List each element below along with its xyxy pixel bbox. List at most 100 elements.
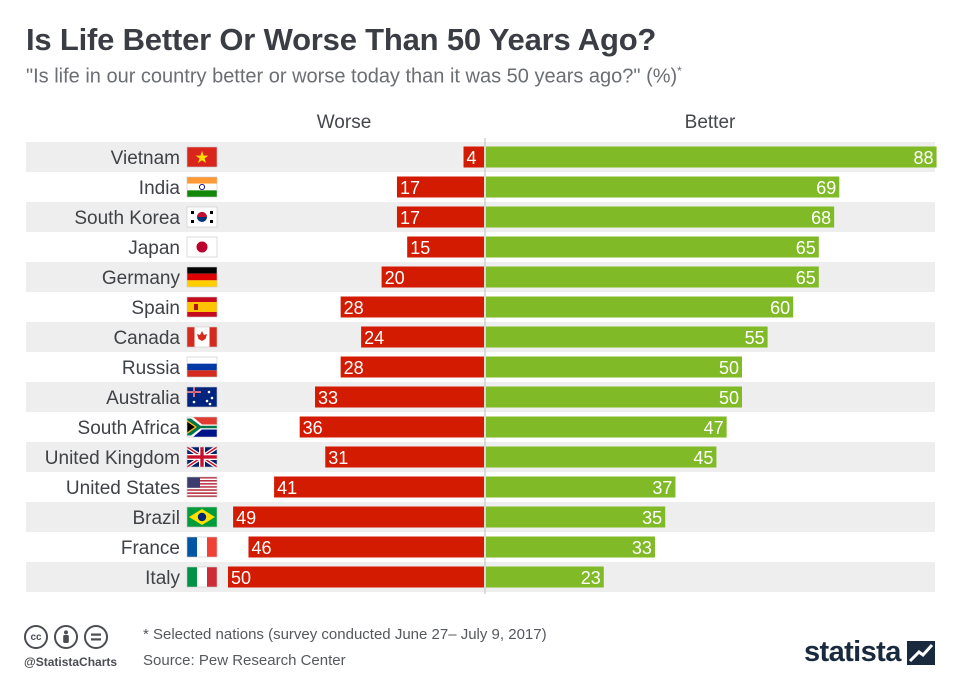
- statista-charts-handle: @StatistaCharts: [24, 655, 118, 669]
- bar-better: [486, 416, 727, 438]
- statista-logo-icon: [906, 640, 935, 665]
- flag-cross: [193, 387, 195, 397]
- flag-canada-icon: [186, 326, 218, 348]
- flag-stripe: [187, 357, 217, 364]
- flag-pall: [187, 418, 217, 436]
- flag-stripe: [187, 302, 217, 312]
- category-label: India: [139, 178, 181, 199]
- legend-worse: Worse: [317, 112, 372, 133]
- flag-star: [210, 396, 214, 400]
- flag-border: [186, 326, 218, 348]
- source-note: Source: Pew Research Center: [143, 652, 346, 669]
- data-label-better: 50: [719, 388, 739, 408]
- flag-stripe: [187, 477, 217, 479]
- legend-better: Better: [685, 112, 736, 133]
- flag-border: [186, 506, 218, 528]
- data-label-worse: 49: [236, 508, 256, 528]
- bar-worse: [325, 446, 484, 468]
- flag-stripe: [187, 484, 217, 487]
- category-label: Germany: [102, 268, 181, 289]
- data-label-worse: 36: [303, 418, 323, 438]
- flag-band: [187, 327, 195, 347]
- data-label-worse: 50: [231, 568, 251, 588]
- flag-france-icon: [186, 536, 218, 558]
- brand-name: statista: [804, 636, 901, 668]
- flag-south-korea-icon: [186, 206, 218, 228]
- flag-germany-icon: [186, 266, 218, 288]
- data-label-worse: 28: [344, 358, 364, 378]
- bar-better: [486, 266, 819, 288]
- bar-better: [486, 506, 666, 528]
- flag-stripe: [187, 480, 217, 482]
- flag-border: [186, 236, 218, 258]
- bar-better: [486, 356, 742, 378]
- category-label: France: [121, 538, 180, 559]
- category-label: United Kingdom: [45, 448, 180, 469]
- flag-star: [207, 390, 211, 394]
- bar-better: [486, 536, 655, 558]
- data-label-worse: 17: [400, 208, 420, 228]
- flag-stripe: [207, 537, 217, 557]
- flag-stripe: [187, 492, 217, 494]
- flag-triangle: [187, 421, 195, 433]
- flag-border: [186, 536, 218, 558]
- flag-stripe: [187, 427, 217, 437]
- flag-taegeuk-red: [197, 212, 207, 217]
- flag-star: [192, 400, 196, 404]
- flag-trigram: [191, 211, 194, 214]
- flag-brazil-icon: [186, 506, 218, 528]
- bar-worse: [396, 206, 484, 228]
- flag-stripe: [197, 567, 207, 587]
- data-label-worse: 15: [410, 238, 430, 258]
- flag-stripe: [187, 486, 217, 488]
- flag-stripe: [207, 567, 217, 587]
- data-label-better: 37: [652, 478, 672, 498]
- data-label-worse: 33: [318, 388, 338, 408]
- bar-worse: [407, 236, 484, 258]
- flag-star: [205, 399, 209, 403]
- category-label: Japan: [128, 238, 180, 259]
- flag-stripe: [187, 417, 217, 427]
- flag-stripe: [187, 183, 217, 191]
- flag-stripe: [187, 190, 217, 197]
- data-label-worse: 4: [467, 148, 477, 168]
- flag-stripe: [187, 489, 217, 491]
- by-icon: [54, 625, 78, 649]
- flag-russia-icon: [186, 356, 218, 378]
- flag-border: [186, 146, 218, 168]
- statista-logo: statista: [804, 636, 935, 669]
- flag-stripe: [187, 273, 217, 281]
- data-label-better: 23: [581, 568, 601, 588]
- bar-better: [486, 326, 768, 348]
- data-label-better: 65: [796, 268, 816, 288]
- cc-icon: cc: [24, 625, 48, 649]
- flag-trigram: [191, 220, 194, 223]
- bar-better: [486, 296, 794, 318]
- flag-border: [186, 356, 218, 378]
- flag-stripe: [187, 487, 217, 490]
- flag-stripe: [187, 567, 197, 587]
- subtitle-footnote-mark: *: [677, 64, 682, 78]
- flag-australia-icon: [186, 386, 218, 408]
- flag-stripe: [187, 363, 217, 371]
- bar-worse: [361, 326, 484, 348]
- flag-border: [186, 566, 218, 588]
- bar-worse: [396, 176, 484, 198]
- data-label-worse: 24: [364, 328, 384, 348]
- data-label-better: 50: [719, 358, 739, 378]
- flag-border: [186, 386, 218, 408]
- bar-worse: [381, 266, 484, 288]
- flag-border: [186, 416, 218, 438]
- bar-worse: [340, 296, 484, 318]
- flag-united-kingdom-icon: [185, 445, 219, 469]
- flag-border: [186, 176, 218, 198]
- flag-star: [208, 402, 212, 406]
- subtitle-text: "Is life in our country better or worse …: [26, 65, 678, 88]
- flag-stripe: [187, 481, 217, 484]
- flag-emblem: [194, 304, 198, 310]
- flag-border: [186, 446, 218, 468]
- data-label-better: 35: [642, 508, 662, 528]
- category-label: Australia: [106, 388, 180, 409]
- bar-worse: [299, 416, 484, 438]
